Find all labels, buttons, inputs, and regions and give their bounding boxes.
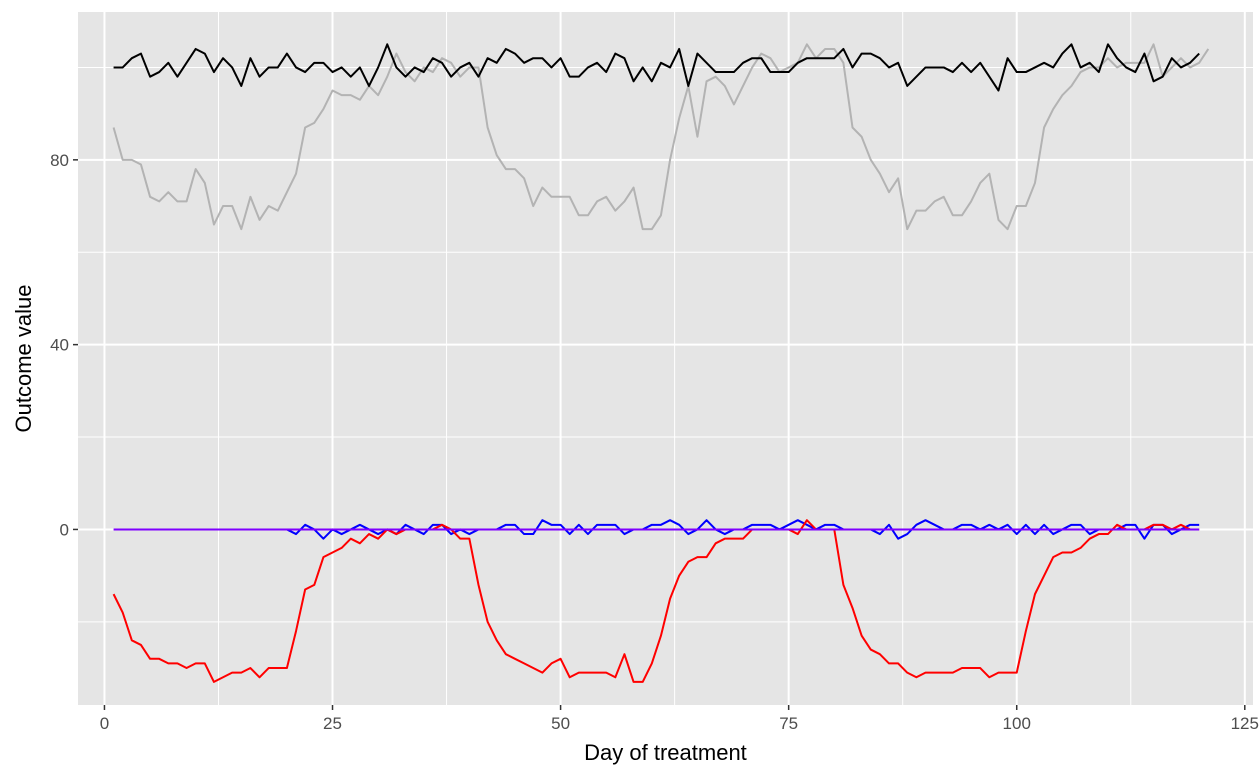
x-tick-label: 75	[779, 714, 798, 733]
y-tick-label: 80	[50, 151, 69, 170]
x-axis-label: Day of treatment	[584, 740, 747, 765]
series-line-1	[112, 43, 1210, 231]
x-tick-label: 125	[1231, 714, 1259, 733]
minor-gridlines	[78, 12, 1253, 705]
series-layer	[112, 43, 1210, 683]
major-gridlines	[78, 12, 1253, 705]
axes: 0 25 50 75 100 125 0 40 80	[50, 151, 1259, 733]
series-line-2	[113, 43, 1200, 92]
x-tick-label: 0	[100, 714, 109, 733]
x-tick-label: 25	[323, 714, 342, 733]
plot-panel	[78, 12, 1253, 705]
y-tick-label: 40	[50, 336, 69, 355]
series-line-4	[112, 519, 1200, 683]
x-tick-label: 50	[551, 714, 570, 733]
y-axis-label: Outcome value	[11, 285, 36, 433]
x-tick-label: 100	[1003, 714, 1031, 733]
y-tick-label: 0	[60, 520, 69, 539]
